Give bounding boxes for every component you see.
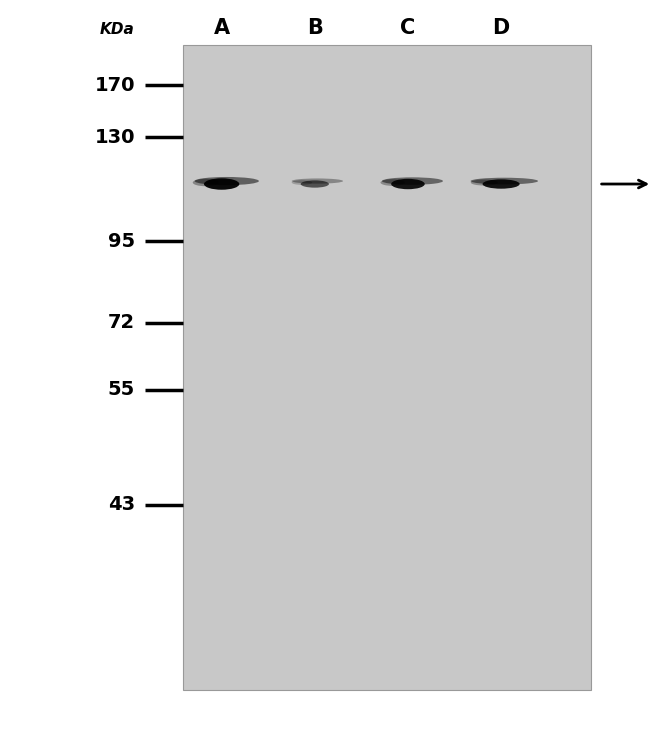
Ellipse shape [204, 178, 239, 190]
Ellipse shape [471, 180, 498, 186]
Ellipse shape [380, 179, 405, 186]
Text: 95: 95 [108, 232, 135, 251]
Ellipse shape [382, 177, 443, 185]
Text: D: D [493, 19, 510, 38]
Bar [183, 45, 591, 690]
Ellipse shape [193, 179, 218, 186]
Text: KDa: KDa [100, 22, 135, 37]
Ellipse shape [292, 179, 343, 184]
Ellipse shape [292, 180, 312, 185]
Text: C: C [400, 19, 415, 38]
Ellipse shape [194, 177, 259, 186]
Text: 170: 170 [94, 76, 135, 95]
Text: A: A [214, 19, 229, 38]
Text: 72: 72 [108, 313, 135, 332]
Ellipse shape [482, 180, 519, 188]
Text: 55: 55 [108, 380, 135, 399]
Ellipse shape [391, 179, 424, 189]
Text: 130: 130 [94, 128, 135, 147]
Ellipse shape [301, 180, 329, 188]
Text: B: B [307, 19, 323, 38]
Ellipse shape [471, 178, 538, 185]
Text: 43: 43 [108, 495, 135, 514]
